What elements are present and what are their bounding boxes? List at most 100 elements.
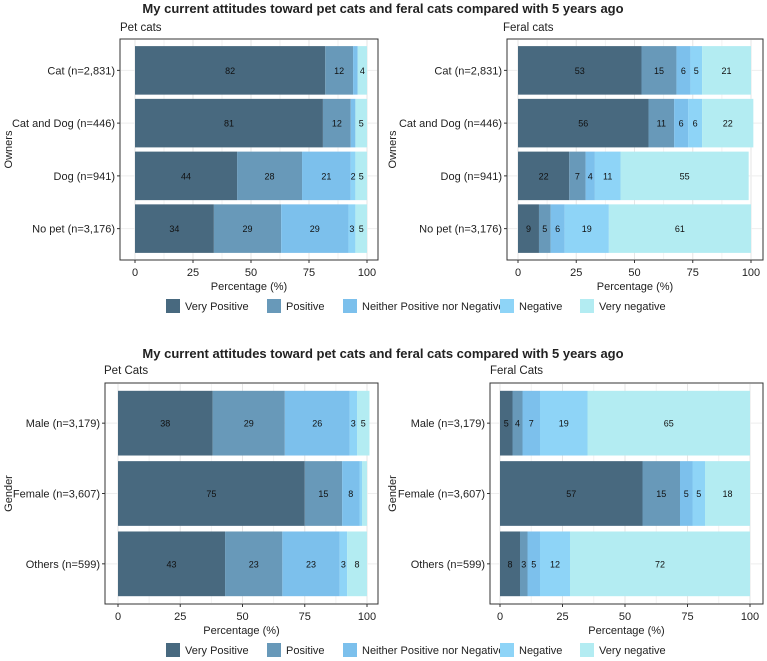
legend-label: Neither Positive nor Negative (362, 301, 504, 313)
bar-segment (594, 151, 621, 201)
legend-swatch (343, 299, 357, 313)
data-label: 61 (675, 224, 685, 234)
legend: Very Positive Positive Neither Positive no… (166, 299, 666, 313)
data-label: 28 (265, 171, 275, 181)
bar-segment (648, 98, 675, 148)
data-label: 75 (206, 489, 216, 499)
y-tick-label: Cat (n=2,831) (47, 65, 115, 77)
data-label: 9 (526, 224, 531, 234)
bar-segment (564, 204, 609, 253)
y-tick-label: Dog (n=941) (54, 171, 115, 183)
x-tick-label: 100 (742, 267, 760, 279)
bar-segment (518, 204, 539, 253)
data-label: 4 (360, 66, 365, 76)
y-tick-label: Cat (n=2,831) (434, 65, 502, 77)
bar-segment (322, 98, 351, 148)
y-tick-label: Male (n=3,179) (411, 418, 485, 430)
data-label: 4 (588, 171, 593, 181)
legend-swatch (166, 643, 180, 657)
data-label: 43 (167, 559, 177, 569)
data-label: 6 (681, 66, 686, 76)
x-tick-label: 100 (358, 267, 376, 279)
data-label: 19 (582, 224, 592, 234)
bar-segment (692, 461, 705, 526)
bar-segment (540, 390, 588, 456)
bar-segment (212, 390, 285, 456)
data-label: 5 (684, 489, 689, 499)
data-label: 19 (559, 419, 569, 429)
x-tick-label: 100 (741, 611, 759, 623)
legend-swatch (343, 643, 357, 657)
legend-label: Positive (286, 301, 325, 313)
bar-segment (642, 461, 680, 526)
legend-swatch (267, 299, 281, 313)
legend-label: Very negative (599, 301, 666, 313)
data-label: 5 (359, 224, 364, 234)
data-label: 15 (654, 66, 664, 76)
y-tick-label: Female (n=3,607) (398, 489, 485, 501)
data-label: 29 (243, 224, 253, 234)
legend-swatch (580, 299, 594, 313)
y-axis-label: Gender (387, 475, 399, 512)
bar-segment (512, 390, 523, 456)
bar-segment (362, 461, 367, 526)
data-label: 12 (332, 119, 342, 129)
legend-swatch (580, 643, 594, 657)
bar-segment (302, 151, 351, 201)
data-label: 21 (722, 66, 732, 76)
bar-segment (705, 461, 750, 526)
bar-segment (500, 461, 643, 526)
bar-segment (355, 98, 367, 148)
data-label: 55 (680, 171, 690, 181)
bar-segment (500, 390, 513, 456)
bar-segment (518, 46, 642, 95)
legend-label: Very negative (599, 645, 666, 657)
bar-segment (569, 151, 586, 201)
x-tick-label: 75 (687, 267, 699, 279)
x-axis-label: Percentage (%) (203, 625, 279, 637)
x-tick-label: 25 (174, 611, 186, 623)
bar-segment (281, 204, 349, 253)
data-label: 22 (539, 171, 549, 181)
y-tick-label: Others (n=599) (26, 559, 100, 571)
x-tick-label: 100 (358, 611, 376, 623)
data-label: 4 (515, 419, 520, 429)
legend-swatch (500, 643, 514, 657)
x-tick-label: 0 (115, 611, 121, 623)
data-label: 12 (334, 66, 344, 76)
bar-segment (688, 98, 703, 148)
panel-title: Pet Cats (104, 365, 148, 377)
y-tick-label: No pet (n=3,176) (419, 224, 502, 236)
data-label: 12 (550, 559, 560, 569)
y-tick-label: Male (n=3,179) (26, 418, 100, 430)
x-tick-label: 75 (303, 267, 315, 279)
legend-swatch (267, 643, 281, 657)
data-label: 23 (306, 559, 316, 569)
data-label: 8 (348, 489, 353, 499)
x-axis-label: Percentage (%) (211, 281, 287, 293)
data-label: 5 (361, 419, 366, 429)
bar-segment (359, 461, 363, 526)
y-axis-label: Owners (3, 130, 15, 168)
data-label: 5 (694, 66, 699, 76)
data-label: 29 (244, 419, 254, 429)
bar-segment (282, 531, 340, 597)
legend-swatch (500, 299, 514, 313)
data-label: 34 (169, 224, 179, 234)
x-axis-label: Percentage (%) (588, 625, 664, 637)
bar-segment (350, 151, 356, 201)
data-label: 5 (696, 489, 701, 499)
bar-segment (284, 390, 350, 456)
data-label: 15 (318, 489, 328, 499)
data-label: 72 (655, 559, 665, 569)
data-label: 44 (181, 171, 191, 181)
bar-segment (522, 390, 540, 456)
bar-segment (540, 531, 570, 597)
data-label: 5 (359, 171, 364, 181)
bar-segment (348, 204, 356, 253)
y-axis-label: Gender (3, 475, 15, 512)
bar-segment (550, 204, 565, 253)
bar-segment (225, 531, 283, 597)
